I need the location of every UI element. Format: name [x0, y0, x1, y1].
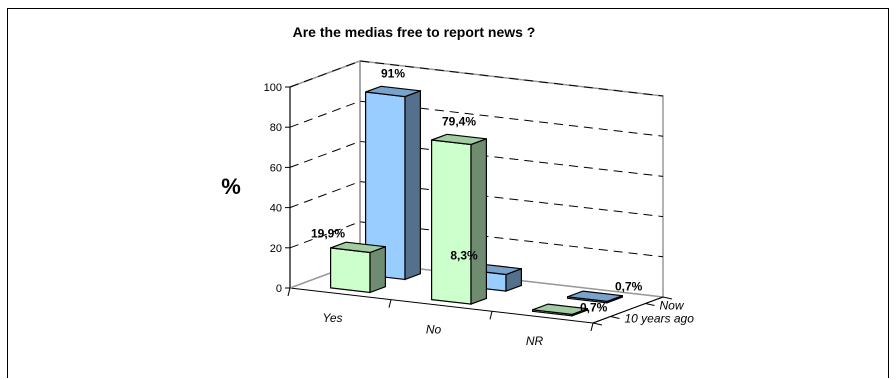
bar-top-face	[431, 133, 487, 146]
x-tick-mark	[489, 311, 493, 320]
chart-frame	[7, 8, 889, 378]
bar	[431, 133, 487, 305]
data-label: 79,4%	[442, 114, 476, 128]
bar-top-face	[567, 290, 623, 303]
data-label: 0,7%	[615, 279, 643, 293]
depth-axis-line	[592, 296, 664, 324]
data-label: 8,3%	[450, 248, 478, 262]
y-tick-label: 40	[270, 203, 282, 215]
gridline	[289, 140, 664, 177]
bar-side-face	[404, 89, 421, 281]
bar-front-face	[431, 139, 472, 305]
y-tick-label: 20	[270, 243, 282, 255]
depth-tick-mark	[592, 322, 603, 326]
data-label: 91%	[381, 66, 405, 80]
bar	[330, 241, 386, 294]
bar-side-face	[470, 137, 487, 305]
series-label: Now	[660, 299, 685, 313]
x-tick-mark	[590, 322, 594, 332]
gridline	[289, 60, 664, 97]
depth-tick-mark	[610, 316, 620, 319]
gridline	[289, 181, 664, 218]
bar-top-face	[532, 303, 588, 316]
x-tick-mark	[287, 287, 291, 297]
y-axis-label: %	[221, 174, 241, 199]
bar-top-face	[330, 241, 386, 254]
chart-title: Are the medias free to report news ?	[293, 24, 536, 40]
depth-tick-mark	[645, 303, 655, 306]
bar	[531, 303, 589, 317]
x-tick-label: Yes	[322, 311, 342, 325]
data-label: 19,9%	[311, 226, 345, 240]
gridline	[289, 221, 664, 258]
x-tick-mark	[388, 299, 392, 308]
x-tick-label: No	[426, 323, 442, 337]
series-label: 10 years ago	[625, 312, 695, 326]
data-label: 0,7%	[580, 300, 608, 314]
bar	[566, 290, 624, 304]
bar	[365, 85, 421, 281]
y-tick-label: 0	[276, 283, 282, 295]
y-tick-label: 80	[270, 122, 282, 134]
bar-side-face	[369, 245, 386, 294]
x-tick-label: NR	[526, 334, 544, 348]
gridline	[289, 100, 664, 137]
y-tick-label: 60	[270, 162, 282, 174]
y-tick-label: 100	[264, 82, 282, 94]
bar-top-face	[365, 85, 421, 98]
bar-front-face	[330, 247, 371, 294]
depth-tick-mark	[662, 296, 673, 300]
